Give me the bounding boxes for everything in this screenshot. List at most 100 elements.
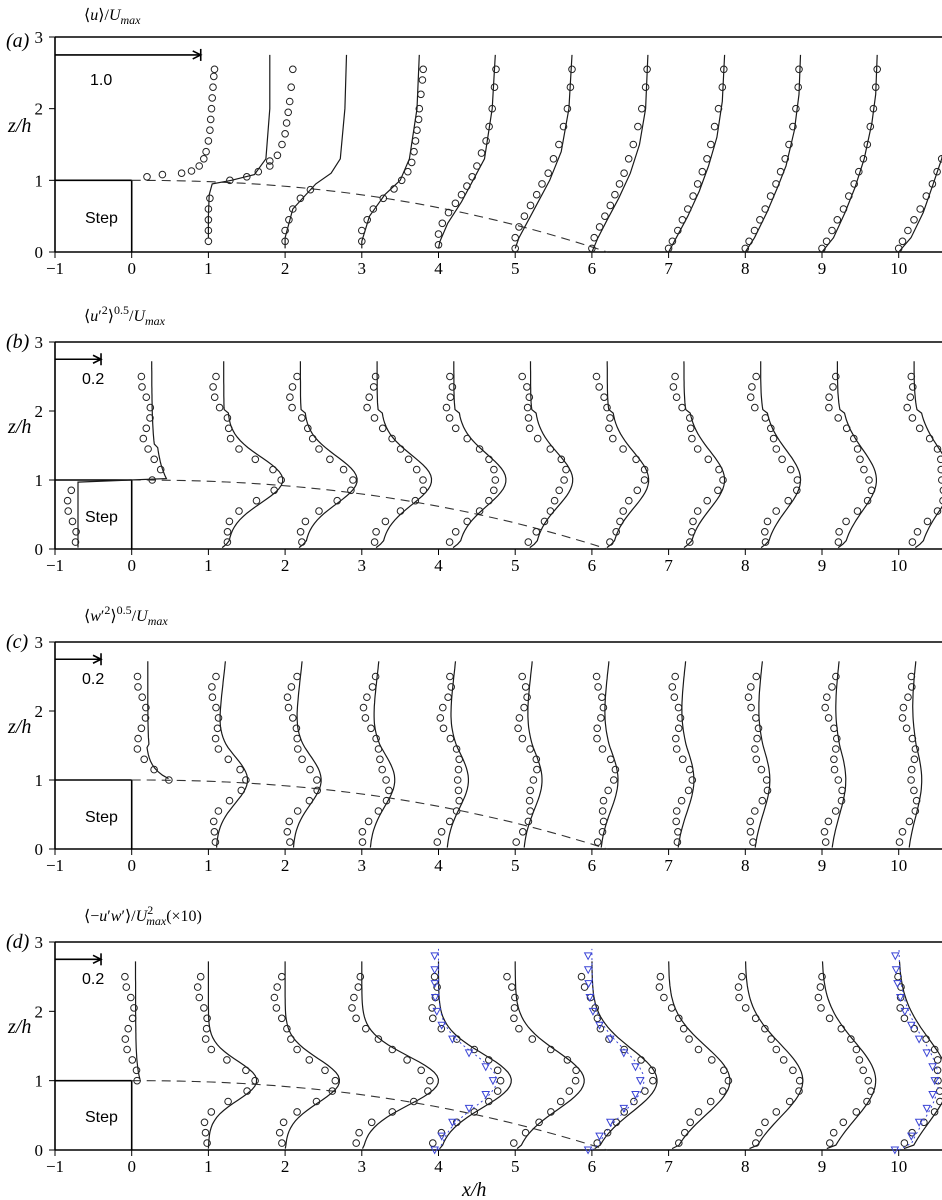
experiment-point [751, 807, 759, 815]
experiment-point [195, 162, 203, 170]
experiment-point [526, 786, 535, 795]
experiment-point [595, 223, 604, 231]
experiment-point [834, 538, 843, 546]
experiment-point [315, 507, 323, 515]
experiment-point [150, 765, 158, 774]
experiment-point [907, 672, 916, 681]
comparison-point [619, 1049, 629, 1058]
experiment-point [364, 817, 373, 826]
simulation-profile [600, 661, 619, 848]
experiment-point [817, 1004, 825, 1012]
experiment-point [643, 65, 651, 74]
experiment-point [312, 1097, 321, 1106]
experiment-point [200, 155, 208, 163]
experiment-point [315, 445, 323, 453]
experiment-point [358, 226, 366, 235]
experiment-point [747, 683, 755, 691]
y-tick-label: 2 [35, 100, 44, 119]
experiment-point [359, 703, 368, 712]
experiment-point [434, 230, 443, 238]
experiment-point [688, 528, 696, 536]
experiment-point [293, 1045, 301, 1054]
comparison-point [890, 1146, 900, 1155]
comparison-point [583, 1146, 593, 1155]
experiment-point [866, 122, 875, 131]
experiment-point [715, 465, 723, 474]
experiment-point [285, 817, 294, 826]
experiment-point [211, 734, 220, 743]
experiment-point [761, 1024, 769, 1033]
experiment-point [207, 1045, 216, 1054]
experiment-point [838, 786, 846, 795]
experiment-point [828, 226, 836, 235]
experiment-point [214, 714, 223, 722]
experiment-point [204, 205, 213, 213]
experiment-point [277, 476, 286, 484]
experiment-point [826, 1139, 834, 1147]
experiment-point [913, 528, 922, 536]
experiment-point [908, 734, 917, 743]
experiment-point [837, 1024, 846, 1033]
experiment-point [121, 1035, 130, 1043]
experiment-point [286, 393, 294, 402]
experiment-point [254, 167, 263, 176]
experiment-point [526, 807, 535, 815]
x-tick-label: 0 [127, 856, 136, 875]
simulation-profile [821, 54, 878, 253]
experiment-point [832, 372, 840, 381]
experiment-point [532, 190, 541, 199]
comparison-point [631, 1091, 640, 1100]
experiment-point [407, 158, 416, 167]
experiment-point [794, 83, 803, 91]
experiment-point [867, 1087, 875, 1095]
experiment-point [524, 538, 533, 546]
experiment-point [898, 237, 907, 246]
comparison-point [914, 1035, 924, 1044]
experiment-point [293, 372, 301, 381]
experiment-point [837, 796, 846, 805]
experiment-point [524, 817, 533, 826]
experiment-point [915, 424, 924, 433]
experiment-point [134, 734, 142, 743]
comparison-point [930, 1077, 940, 1086]
experiment-point [214, 745, 223, 753]
experiment-point [433, 838, 442, 846]
experiment-point [485, 496, 493, 505]
panel-c-scale-label: 0.2 [82, 671, 104, 688]
experiment-point [445, 414, 454, 422]
experiment-point [390, 185, 398, 193]
comparison-point [432, 1007, 442, 1016]
x-tick-label: 9 [818, 1157, 827, 1176]
panel-a-ylabel: z/h [7, 115, 31, 137]
experiment-point [593, 1139, 602, 1147]
experiment-point [378, 424, 387, 433]
simulation-profile [452, 361, 507, 549]
experiment-point [781, 155, 790, 163]
experiment-point [930, 1108, 939, 1116]
experiment-point [747, 703, 755, 712]
experiment-point [823, 693, 831, 702]
experiment-point [672, 807, 681, 815]
x-tick-label: 8 [741, 856, 750, 875]
experiment-point [63, 496, 72, 505]
experiment-point [550, 496, 559, 505]
comparison-point [914, 1118, 924, 1127]
experiment-point [209, 83, 217, 91]
x-tick-label: 2 [281, 1157, 290, 1176]
experiment-point [463, 434, 472, 443]
experiment-point [619, 445, 627, 453]
experiment-point [911, 745, 920, 753]
simulation-profile [744, 54, 802, 253]
simulation-profile [821, 961, 877, 1150]
experiment-point [333, 496, 342, 505]
experiment-point [833, 216, 842, 224]
experiment-point [454, 786, 463, 795]
experiment-point [686, 414, 694, 422]
comparison-point [488, 1077, 498, 1086]
experiment-point [235, 507, 243, 515]
experiment-point [132, 1066, 141, 1075]
experiment-point [749, 838, 757, 846]
experiment-point [306, 765, 314, 774]
experiment-point [638, 104, 646, 113]
comparison-point [464, 1104, 474, 1113]
